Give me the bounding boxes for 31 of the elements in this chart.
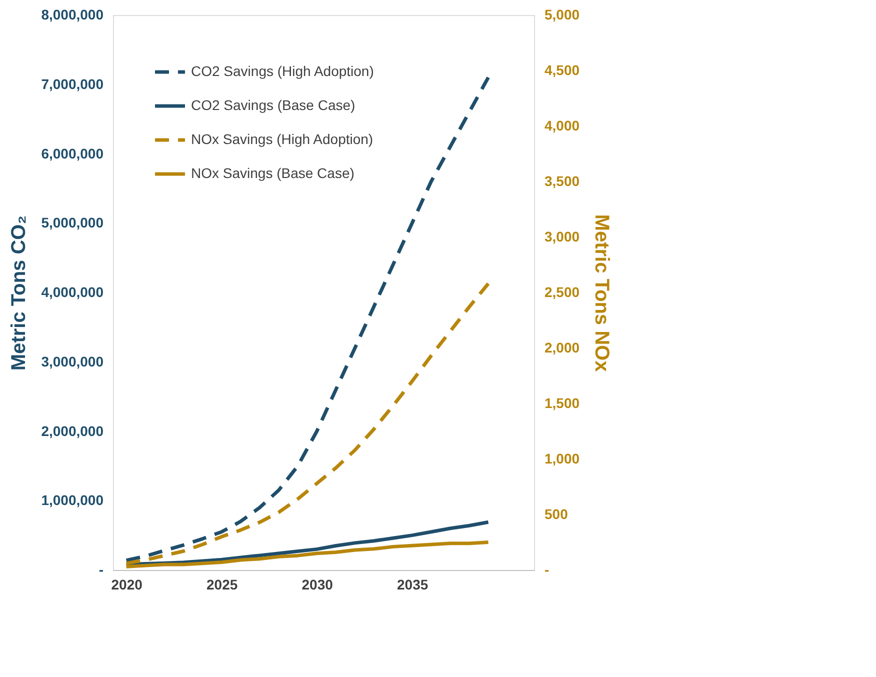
x-tick-label: 2025 xyxy=(206,576,238,592)
y-tick-label: 7,000,000 xyxy=(41,76,104,92)
y2-tick-label: 1,000 xyxy=(544,450,580,466)
y2-tick-label: 2,500 xyxy=(544,284,580,300)
y-tick-label: 4,000,000 xyxy=(41,284,104,300)
line-series xyxy=(124,282,490,566)
y-tick-label: 8,000,000 xyxy=(41,6,104,22)
y-tick-label: 5,000,000 xyxy=(41,214,104,231)
y2-tick-label: 2,000 xyxy=(544,340,580,356)
x-tick-label: 2035 xyxy=(397,576,428,592)
y-tick-label: 2,000,000 xyxy=(41,422,104,439)
y2-tick-label: 4,500 xyxy=(544,62,580,78)
x-tick-label: 2020 xyxy=(111,576,143,592)
y2-axis-title: Metric Tons NOx xyxy=(590,214,613,372)
legend-label: CO2 Savings (Base Case) xyxy=(191,97,356,113)
y-axis-title: Metric Tons CO₂ xyxy=(8,215,30,371)
y2-tick-label: 4,000 xyxy=(544,118,580,134)
y2-tick-label: 3,500 xyxy=(544,173,580,189)
y2-tick-label: 5,000 xyxy=(544,6,580,22)
y-tick-label: 6,000,000 xyxy=(41,145,104,162)
y2-tick-label: 3,000 xyxy=(544,228,580,244)
y2-tick-label: 500 xyxy=(544,506,568,522)
y2-tick-label: - xyxy=(544,562,550,578)
legend-label: NOx Savings (Base Case) xyxy=(191,165,354,181)
y2-tick-label: 1,500 xyxy=(544,395,580,411)
legend-label: CO2 Savings (High Adoption) xyxy=(191,63,374,79)
x-tick-label: 2030 xyxy=(302,576,334,592)
y-tick-label: 3,000,000 xyxy=(41,353,104,370)
y-tick-label: - xyxy=(98,562,104,578)
legend-label: NOx Savings (High Adoption) xyxy=(191,131,374,147)
y-tick-label: 1,000,000 xyxy=(41,492,104,508)
